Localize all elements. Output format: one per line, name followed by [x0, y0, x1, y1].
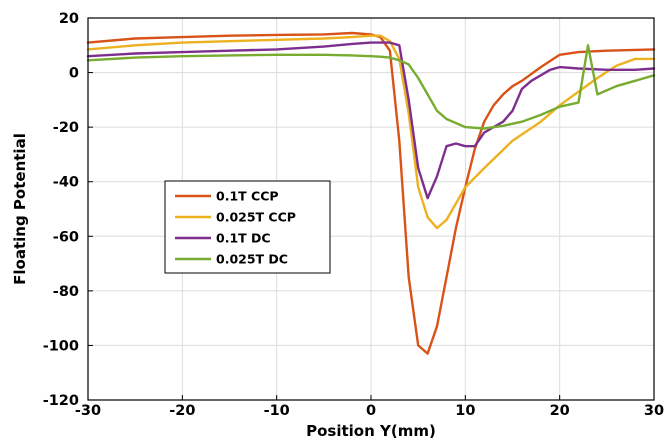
- x-tick-label: 30: [644, 403, 664, 419]
- y-tick-label: -20: [53, 120, 79, 136]
- legend: 0.1T CCP 0.025T CCP 0.1T DC 0.025T DC: [164, 180, 331, 274]
- grid: [88, 18, 654, 400]
- y-tick-label: -100: [43, 338, 79, 354]
- x-tick-label: -20: [169, 403, 195, 419]
- series-lines: [86, 31, 656, 355]
- y-axis-label: Floating Potential: [11, 133, 29, 285]
- legend-label: 0.025T CCP: [216, 210, 296, 225]
- legend-label: 0.1T CCP: [216, 189, 279, 204]
- y-tick-label: -120: [43, 393, 79, 409]
- x-tick-label: -30: [75, 403, 101, 419]
- x-axis-label: Position Y(mm): [306, 422, 436, 440]
- y-tick-label: -80: [53, 284, 79, 300]
- x-tick-label: 0: [366, 403, 376, 419]
- x-tick-label: 20: [550, 403, 570, 419]
- series-line-3: [86, 41, 656, 200]
- series-line-1: [86, 31, 656, 355]
- y-tick-label: 20: [59, 11, 79, 27]
- legend-label: 0.1T DC: [216, 231, 271, 246]
- x-tick-label: -10: [264, 403, 290, 419]
- y-tick-label: 0: [69, 66, 79, 82]
- series-line-4: [86, 44, 656, 130]
- series-line-2: [86, 34, 656, 230]
- x-tick-label: 10: [455, 403, 475, 419]
- legend-label: 0.025T DC: [216, 252, 288, 267]
- y-tick-label: -40: [53, 175, 79, 191]
- y-tick-label: -60: [53, 229, 79, 245]
